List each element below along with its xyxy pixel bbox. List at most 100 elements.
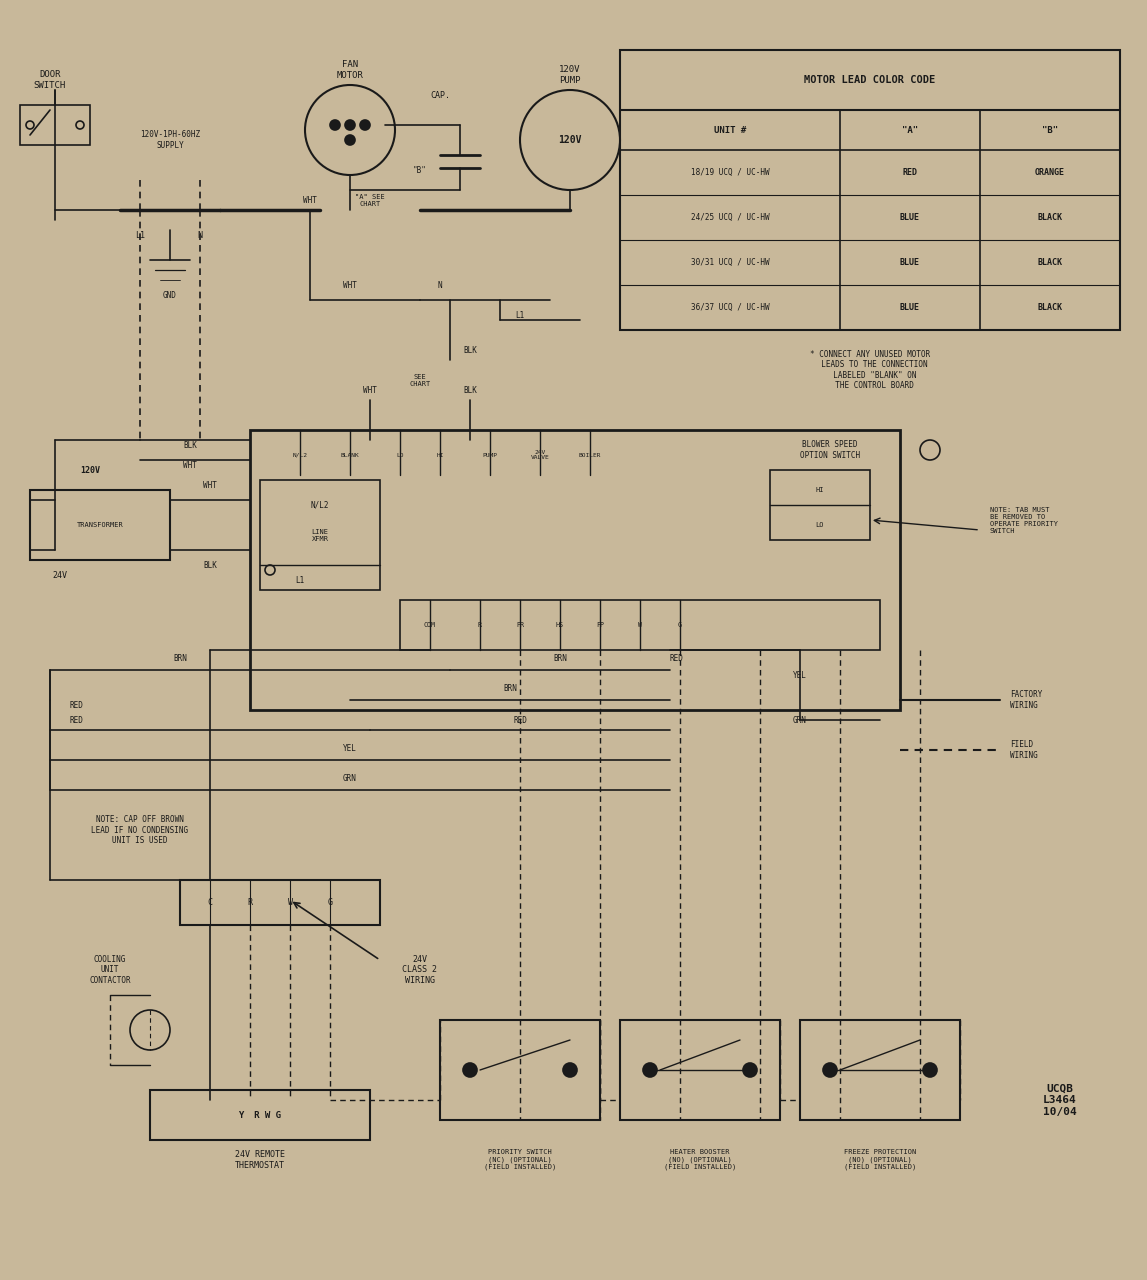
Bar	[770, 470, 871, 540]
Text: BLUE: BLUE	[900, 303, 920, 312]
Text: RED: RED	[70, 716, 84, 724]
Text: N/L2: N/L2	[292, 453, 307, 457]
Bar	[180, 881, 380, 925]
Text: HS: HS	[556, 622, 564, 628]
Text: COOLING
UNIT
CONTACTOR: COOLING UNIT CONTACTOR	[89, 955, 131, 984]
Text: RED: RED	[670, 654, 684, 663]
Text: N: N	[438, 280, 443, 289]
Text: DOOR
SWITCH: DOOR SWITCH	[34, 70, 67, 90]
Text: "B": "B"	[413, 165, 427, 174]
Text: "B": "B"	[1041, 125, 1058, 134]
Text: SEE
CHART: SEE CHART	[409, 374, 430, 387]
Text: WHT: WHT	[184, 461, 197, 470]
Text: GND: GND	[163, 291, 177, 300]
Text: HEATER BOOSTER
(NO) (OPTIONAL)
(FIELD INSTALLED): HEATER BOOSTER (NO) (OPTIONAL) (FIELD IN…	[664, 1149, 736, 1170]
Text: HI: HI	[816, 486, 825, 493]
Text: Y  R W G: Y R W G	[239, 1111, 281, 1120]
Text: FAN
MOTOR: FAN MOTOR	[336, 60, 364, 79]
Circle shape	[345, 134, 356, 145]
Text: W: W	[638, 622, 642, 628]
Text: RED: RED	[903, 168, 918, 177]
Text: 120V: 120V	[80, 466, 100, 475]
Text: 30/31 UCQ / UC-HW: 30/31 UCQ / UC-HW	[690, 259, 770, 268]
Text: BLACK: BLACK	[1038, 259, 1062, 268]
Text: L1: L1	[296, 576, 305, 585]
Circle shape	[824, 1062, 837, 1076]
Text: 36/37 UCQ / UC-HW: 36/37 UCQ / UC-HW	[690, 303, 770, 312]
Text: NOTE: CAP OFF BROWN
LEAD IF NO CONDENSING
UNIT IS USED: NOTE: CAP OFF BROWN LEAD IF NO CONDENSIN…	[92, 815, 188, 845]
Bar	[19, 105, 89, 145]
Circle shape	[520, 90, 621, 189]
Text: BLK: BLK	[463, 385, 477, 394]
Text: 120V: 120V	[559, 134, 582, 145]
Text: BRN: BRN	[553, 654, 567, 663]
Text: BLACK: BLACK	[1038, 303, 1062, 312]
Text: BLUE: BLUE	[900, 212, 920, 221]
Text: "A": "A"	[902, 125, 918, 134]
Text: HI: HI	[436, 453, 444, 457]
Bar	[30, 490, 170, 561]
Text: MOTOR LEAD COLOR CODE: MOTOR LEAD COLOR CODE	[804, 76, 936, 84]
Circle shape	[463, 1062, 477, 1076]
Text: W: W	[288, 897, 292, 906]
Text: 120V-1PH-60HZ
SUPPLY: 120V-1PH-60HZ SUPPLY	[140, 131, 200, 150]
Text: L1: L1	[135, 230, 145, 239]
Text: 18/19 UCQ / UC-HW: 18/19 UCQ / UC-HW	[690, 168, 770, 177]
Bar	[400, 600, 880, 650]
Text: "A" SEE
CHART: "A" SEE CHART	[356, 193, 385, 206]
Text: UCQB
L3464
10/04: UCQB L3464 10/04	[1043, 1083, 1077, 1116]
Circle shape	[923, 1062, 937, 1076]
Text: BLOWER SPEED
OPTION SWITCH: BLOWER SPEED OPTION SWITCH	[799, 440, 860, 460]
Circle shape	[265, 564, 275, 575]
Text: GRN: GRN	[343, 773, 357, 782]
Text: BRN: BRN	[173, 654, 187, 663]
Circle shape	[345, 120, 356, 131]
Circle shape	[305, 84, 395, 175]
Text: BLK: BLK	[203, 561, 217, 570]
Circle shape	[130, 1010, 170, 1050]
Bar	[260, 480, 380, 590]
Text: L1: L1	[515, 311, 524, 320]
Text: ORANGE: ORANGE	[1035, 168, 1066, 177]
Text: BOILER: BOILER	[579, 453, 601, 457]
Text: WHT: WHT	[364, 385, 377, 394]
Text: R: R	[478, 622, 482, 628]
Text: 24V
VALVE: 24V VALVE	[531, 449, 549, 461]
Bar	[799, 1020, 960, 1120]
Text: NOTE: TAB MUST
BE REMOVED TO
OPERATE PRIORITY
SWITCH: NOTE: TAB MUST BE REMOVED TO OPERATE PRI…	[990, 507, 1058, 534]
Text: RED: RED	[513, 716, 526, 724]
Text: 24V REMOTE
THERMOSTAT: 24V REMOTE THERMOSTAT	[235, 1151, 284, 1170]
Text: 24/25 UCQ / UC-HW: 24/25 UCQ / UC-HW	[690, 212, 770, 221]
Text: PUMP: PUMP	[483, 453, 498, 457]
Bar	[621, 1020, 780, 1120]
Text: WHT: WHT	[203, 480, 217, 489]
Text: PR: PR	[516, 622, 524, 628]
Text: YEL: YEL	[793, 671, 807, 680]
Text: WHT: WHT	[303, 196, 317, 205]
Bar	[621, 50, 1119, 330]
Text: C: C	[208, 897, 212, 906]
Circle shape	[743, 1062, 757, 1076]
Text: CAP.: CAP.	[430, 91, 450, 100]
Text: TRANSFORMER: TRANSFORMER	[77, 522, 124, 529]
Text: FREEZE PROTECTION
(NO) (OPTIONAL)
(FIELD INSTALLED): FREEZE PROTECTION (NO) (OPTIONAL) (FIELD…	[844, 1149, 916, 1170]
Text: BLACK: BLACK	[1038, 212, 1062, 221]
Circle shape	[920, 440, 941, 460]
Text: N: N	[197, 230, 203, 239]
Text: BLK: BLK	[463, 346, 477, 355]
Text: LO: LO	[396, 453, 404, 457]
Text: 24V
CLASS 2
WIRING: 24V CLASS 2 WIRING	[403, 955, 437, 984]
Text: WHT: WHT	[343, 280, 357, 289]
Bar	[440, 1020, 600, 1120]
Circle shape	[76, 122, 84, 129]
Circle shape	[563, 1062, 577, 1076]
Circle shape	[330, 120, 340, 131]
Text: UNIT #: UNIT #	[713, 125, 747, 134]
Text: 24V: 24V	[53, 571, 68, 580]
Text: N/L2: N/L2	[311, 500, 329, 509]
Text: LO: LO	[816, 522, 825, 529]
Text: GRN: GRN	[793, 716, 807, 724]
Text: YEL: YEL	[343, 744, 357, 753]
Bar	[250, 430, 900, 710]
Circle shape	[360, 120, 370, 131]
